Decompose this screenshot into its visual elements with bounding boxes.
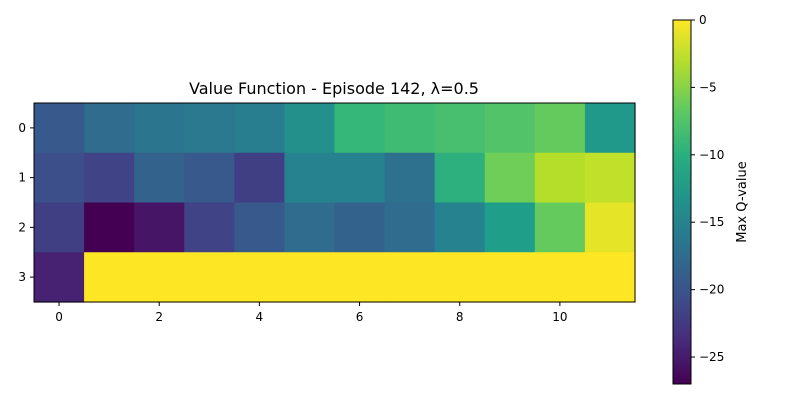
heatmap-cell-r2-c3 — [184, 202, 235, 253]
heatmap-cell-r0-c0 — [34, 103, 85, 154]
heatmap-cell-r3-c11 — [584, 252, 636, 303]
heatmap-cell-r0-c5 — [284, 103, 336, 154]
heatmap-cell-r3-c3 — [184, 252, 235, 303]
heatmap-cell-r0-c6 — [334, 103, 386, 154]
heatmap-cell-r0-c7 — [384, 103, 436, 154]
heatmap-cell-r1-c7 — [384, 152, 436, 204]
heatmap-cell-r2-c0 — [34, 202, 85, 253]
heatmap-cell-r0-c2 — [134, 103, 185, 154]
heatmap-cell-r1-c11 — [584, 152, 636, 204]
heatmap-cell-r0-c1 — [84, 103, 135, 154]
heatmap-cell-r2-c6 — [334, 202, 386, 253]
heatmap-cell-r3-c4 — [234, 252, 286, 303]
x-tick-label: 6 — [356, 310, 364, 324]
heatmap-cell-r0-c9 — [484, 103, 536, 154]
colorbar-tick-label: −5 — [699, 80, 717, 94]
heatmap-cell-r1-c10 — [534, 152, 586, 204]
heatmap-cell-r1-c1 — [84, 152, 135, 204]
y-tick-label: 3 — [18, 270, 26, 284]
colorbar-label: Max Q-value — [735, 161, 750, 242]
heatmap-cell-r1-c5 — [284, 152, 336, 204]
heatmap-cell-r3-c6 — [334, 252, 386, 303]
heatmap-cell-r2-c8 — [434, 202, 486, 253]
colorbar-tick-label: −15 — [699, 215, 724, 229]
heatmap-cell-r0-c3 — [184, 103, 235, 154]
heatmap-cell-r3-c10 — [534, 252, 586, 303]
y-tick-label: 0 — [18, 121, 26, 135]
heatmap-cell-r3-c7 — [384, 252, 436, 303]
heatmap-cell-r1-c0 — [34, 152, 85, 204]
heatmap-cell-r2-c10 — [534, 202, 586, 253]
heatmap-cell-r2-c9 — [484, 202, 536, 253]
x-tick-label: 8 — [456, 310, 464, 324]
heatmap-cell-r2-c2 — [134, 202, 185, 253]
heatmap-cell-r3-c1 — [84, 252, 135, 303]
heatmap-cell-r1-c9 — [484, 152, 536, 204]
x-tick-label: 10 — [552, 310, 567, 324]
colorbar-ticks: 0 −5 −10 −15 −20 −25 — [691, 13, 724, 364]
heatmap-cell-r3-c0 — [34, 252, 85, 303]
heatmap-cell-r2-c4 — [234, 202, 286, 253]
plot-frame — [33, 102, 636, 303]
heatmap-cell-r0-c8 — [434, 103, 486, 154]
heatmap-cell-r2-c5 — [284, 202, 336, 253]
y-axis-ticks: 0 1 2 3 — [18, 121, 34, 284]
heatmap-cell-r0-c11 — [584, 103, 636, 154]
colorbar-tick-label: −25 — [699, 350, 724, 364]
heatmap-cell-r0-c4 — [234, 103, 286, 154]
x-axis-ticks: 0 2 4 6 8 10 — [55, 302, 568, 324]
heatmap-cell-r2-c7 — [384, 202, 436, 253]
colorbar-tick-label: −10 — [699, 148, 724, 162]
colorbar-tick-label: 0 — [699, 13, 707, 27]
heatmap-cell-r2-c11 — [584, 202, 636, 253]
y-tick-label: 1 — [18, 171, 26, 185]
x-tick-label: 0 — [55, 310, 63, 324]
heatmap-cell-r1-c8 — [434, 152, 486, 204]
heatmap-cell-r3-c8 — [434, 252, 486, 303]
heatmap-cell-r1-c6 — [334, 152, 386, 204]
heatmap-cell-r3-c2 — [134, 252, 185, 303]
heatmap-cell-r2-c1 — [84, 202, 135, 253]
colorbar — [672, 19, 692, 385]
heatmap-cell-r1-c3 — [184, 152, 235, 204]
y-tick-label: 2 — [18, 220, 26, 234]
x-tick-label: 2 — [155, 310, 163, 324]
heatmap-cell-r0-c10 — [534, 103, 586, 154]
heatmap-cell-r3-c9 — [484, 252, 536, 303]
chart-title: Value Function - Episode 142, λ=0.5 — [189, 79, 479, 98]
heatmap-cell-r1-c2 — [134, 152, 185, 204]
x-tick-label: 4 — [256, 310, 264, 324]
heatmap-cell-r1-c4 — [234, 152, 286, 204]
heatmap-cells — [34, 103, 636, 303]
heatmap-cell-r3-c5 — [284, 252, 336, 303]
colorbar-tick-label: −20 — [699, 283, 724, 297]
